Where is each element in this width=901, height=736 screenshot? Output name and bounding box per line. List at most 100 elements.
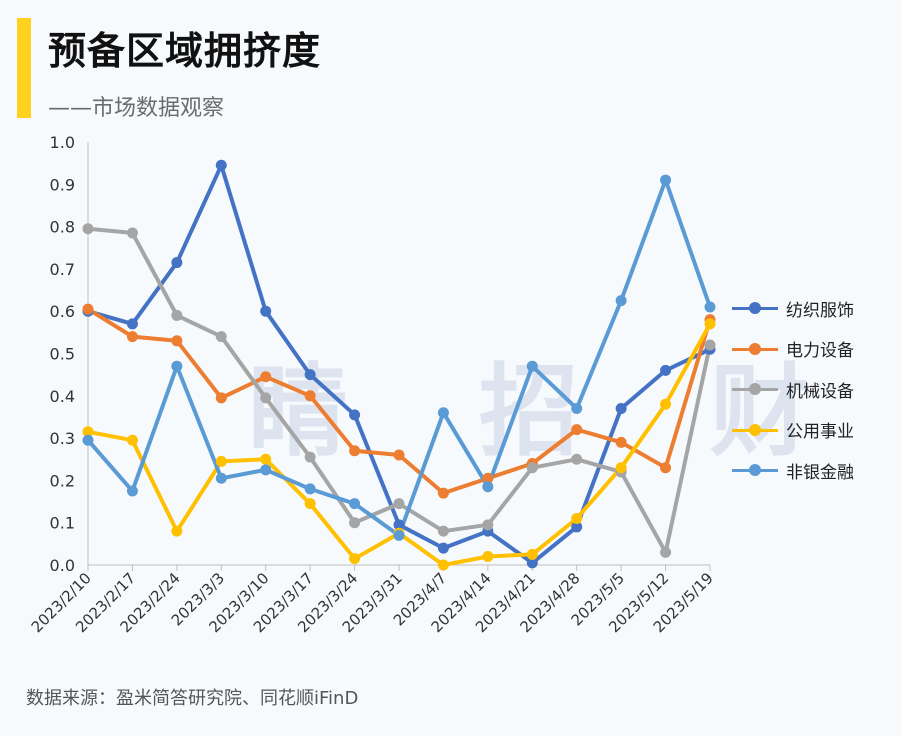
legend-label: 电力设备 xyxy=(786,341,854,362)
data-source-note: 数据来源：盈米简答研究院、同花顺iFinD xyxy=(26,688,359,709)
data-point xyxy=(349,498,361,510)
data-point xyxy=(393,529,405,541)
y-tick-label: 0.6 xyxy=(50,302,75,321)
y-tick-label: 0.1 xyxy=(50,514,75,533)
chart-legend: 纺织服饰电力设备机械设备公用事业非银金融 xyxy=(732,288,854,491)
y-tick-label: 0.0 xyxy=(50,556,75,575)
data-point xyxy=(526,462,538,474)
data-point xyxy=(437,559,449,571)
data-point xyxy=(304,498,316,510)
data-point xyxy=(82,426,94,438)
data-point xyxy=(126,318,138,330)
legend-label: 非银金融 xyxy=(786,462,854,483)
data-point xyxy=(526,548,538,560)
y-tick-label: 0.5 xyxy=(50,345,75,364)
data-point xyxy=(82,223,94,235)
data-point xyxy=(615,436,627,448)
data-point xyxy=(437,542,449,554)
data-point xyxy=(215,159,227,171)
data-point xyxy=(571,424,583,436)
data-point xyxy=(571,521,583,533)
data-point xyxy=(482,472,494,484)
legend-item: 非银金融 xyxy=(732,450,854,491)
data-point xyxy=(171,335,183,347)
data-point xyxy=(482,481,494,493)
y-tick-label: 0.8 xyxy=(50,218,75,237)
data-point xyxy=(171,525,183,537)
y-tick-label: 0.4 xyxy=(50,387,75,406)
data-point xyxy=(349,409,361,421)
data-point xyxy=(304,483,316,495)
data-point xyxy=(260,371,272,383)
data-point xyxy=(260,305,272,317)
data-point xyxy=(615,295,627,307)
data-point xyxy=(526,557,538,569)
data-point xyxy=(304,369,316,381)
y-tick-label: 0.9 xyxy=(50,175,75,194)
legend-swatch xyxy=(732,342,778,355)
data-point xyxy=(393,498,405,510)
data-point xyxy=(126,227,138,239)
data-point xyxy=(126,434,138,446)
data-point xyxy=(171,309,183,321)
data-point xyxy=(393,449,405,461)
data-point xyxy=(126,331,138,343)
data-point xyxy=(660,546,672,558)
data-point xyxy=(304,451,316,463)
data-point xyxy=(215,472,227,484)
legend-swatch xyxy=(732,383,778,396)
data-point xyxy=(660,398,672,410)
legend-label: 公用事业 xyxy=(786,422,854,443)
data-point xyxy=(482,551,494,563)
data-point xyxy=(571,512,583,524)
data-point xyxy=(260,453,272,465)
data-point xyxy=(437,487,449,499)
data-point xyxy=(482,519,494,531)
legend-swatch xyxy=(732,423,778,436)
y-tick-label: 0.2 xyxy=(50,471,75,490)
data-point xyxy=(260,392,272,404)
data-point xyxy=(349,553,361,565)
data-point xyxy=(260,464,272,476)
page-title: 预备区域拥挤度 xyxy=(48,29,322,73)
legend-item: 公用事业 xyxy=(732,410,854,451)
legend-label: 纺织服饰 xyxy=(786,300,854,321)
y-tick-label: 0.3 xyxy=(50,429,75,448)
title-accent-bar xyxy=(17,18,31,118)
data-point xyxy=(304,390,316,402)
data-point xyxy=(437,407,449,419)
data-point xyxy=(215,331,227,343)
data-point xyxy=(660,364,672,376)
data-point xyxy=(571,453,583,465)
data-point xyxy=(126,485,138,497)
data-point xyxy=(349,445,361,457)
data-point xyxy=(82,303,94,315)
data-point xyxy=(615,462,627,474)
legend-item: 电力设备 xyxy=(732,329,854,370)
page-subtitle: ——市场数据观察 xyxy=(48,96,225,121)
data-point xyxy=(660,174,672,186)
legend-item: 机械设备 xyxy=(732,369,854,410)
y-tick-label: 1.0 xyxy=(50,133,75,152)
data-point xyxy=(171,360,183,372)
data-point xyxy=(171,257,183,269)
legend-swatch xyxy=(732,302,778,315)
data-point xyxy=(215,392,227,404)
data-point xyxy=(704,301,716,313)
data-point xyxy=(571,402,583,414)
y-tick-label: 0.7 xyxy=(50,260,75,279)
data-point xyxy=(704,318,716,330)
data-point xyxy=(526,360,538,372)
legend-swatch xyxy=(732,464,778,477)
data-point xyxy=(215,455,227,467)
data-point xyxy=(393,519,405,531)
data-point xyxy=(349,517,361,529)
data-point xyxy=(437,525,449,537)
data-point xyxy=(660,462,672,474)
legend-item: 纺织服饰 xyxy=(732,288,854,329)
legend-label: 机械设备 xyxy=(786,381,854,402)
series-line xyxy=(86,178,712,538)
data-point xyxy=(704,339,716,351)
data-point xyxy=(82,434,94,446)
